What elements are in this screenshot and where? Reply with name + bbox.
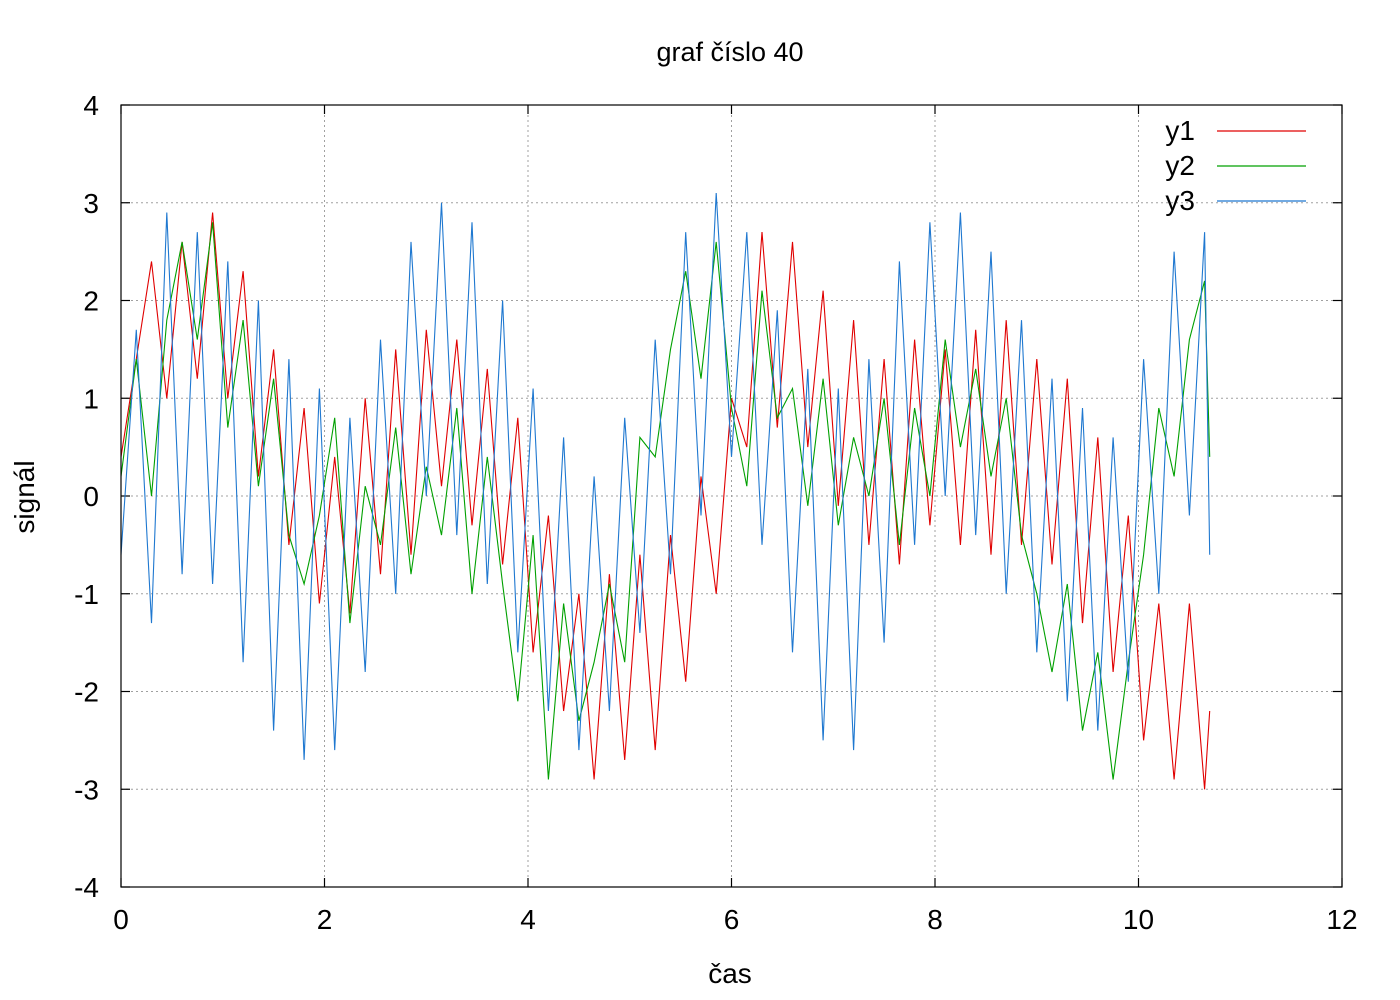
series-y1-line — [120, 212, 1211, 790]
x-tick-label: 4 — [520, 904, 536, 935]
x-tick-label: 0 — [113, 904, 129, 935]
y-tick-label: 3 — [83, 188, 99, 219]
y-tick-label: -1 — [74, 579, 99, 610]
series-y3-line — [120, 192, 1211, 760]
plot-area — [120, 192, 1211, 790]
y-tick-label: 2 — [83, 286, 99, 317]
x-tick-label: 6 — [724, 904, 740, 935]
x-tick-label: 2 — [317, 904, 333, 935]
x-tick-label: 12 — [1326, 904, 1357, 935]
y-tick-label: -2 — [74, 677, 99, 708]
y-tick-label: 1 — [83, 383, 99, 414]
legend-label-y2: y2 — [1165, 150, 1195, 181]
y-tick-label: 4 — [83, 90, 99, 121]
y-tick-label: -3 — [74, 774, 99, 805]
y-tick-label: 0 — [83, 481, 99, 512]
legend-label-y1: y1 — [1165, 115, 1195, 146]
x-tick-label: 10 — [1123, 904, 1154, 935]
plot-frame — [120, 104, 1343, 888]
y-axis-label: signál — [9, 460, 40, 533]
x-tick-label: 8 — [927, 904, 943, 935]
x-axis-label: čas — [708, 958, 752, 989]
y-tick-label: -4 — [74, 872, 99, 903]
chart-title: graf číslo 40 — [656, 37, 803, 67]
legend-label-y3: y3 — [1165, 185, 1195, 216]
series-y2-line — [120, 222, 1211, 780]
legend: y1 y2 y3 — [1165, 115, 1306, 216]
